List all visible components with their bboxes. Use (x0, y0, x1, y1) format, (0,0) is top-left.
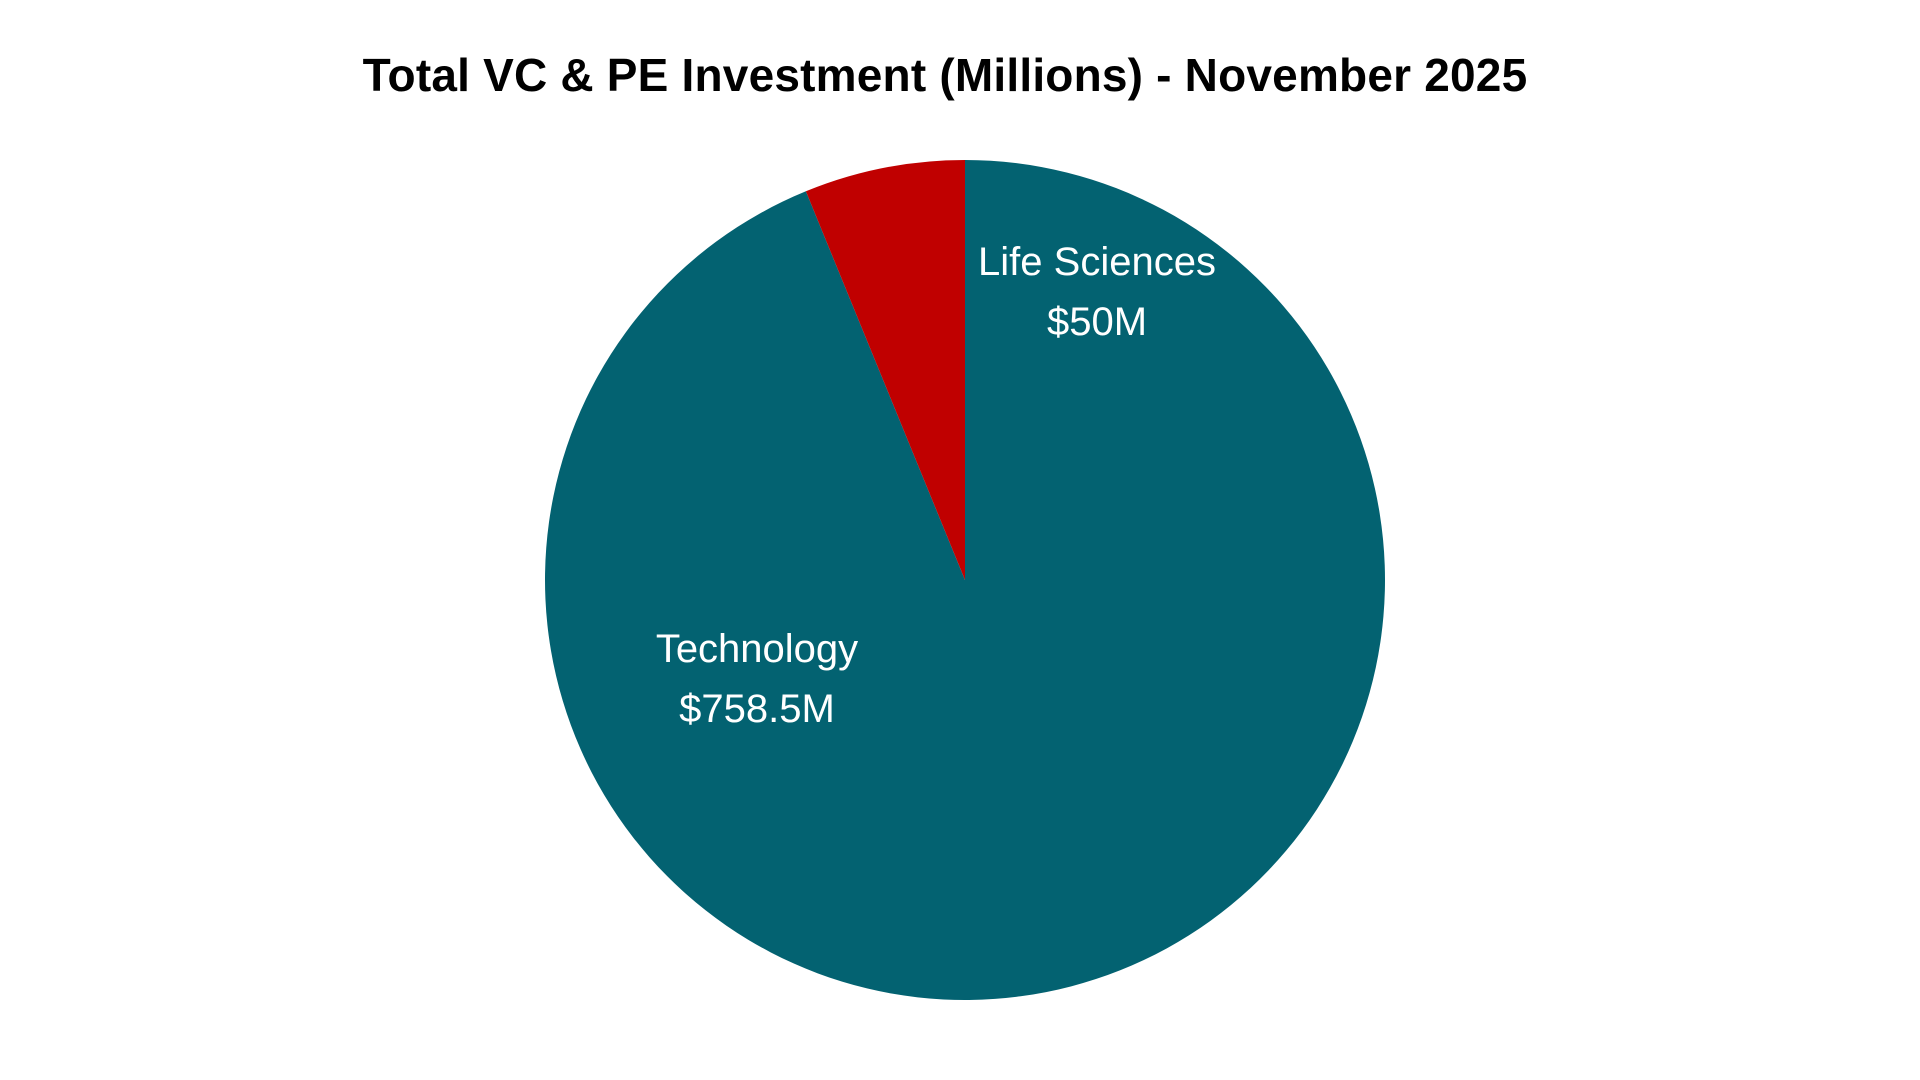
slice-name-label: Life Sciences (978, 240, 1216, 284)
chart-title: Total VC & PE Investment (Millions) - No… (362, 49, 1528, 101)
pie-slice-life-sciences (805, 160, 965, 580)
slice-value-label: $758.5M (679, 687, 835, 731)
pie-slice-technology (545, 160, 1386, 1000)
slice-value-label: $50M (1047, 300, 1147, 344)
slice-name-label: Technology (656, 627, 858, 671)
